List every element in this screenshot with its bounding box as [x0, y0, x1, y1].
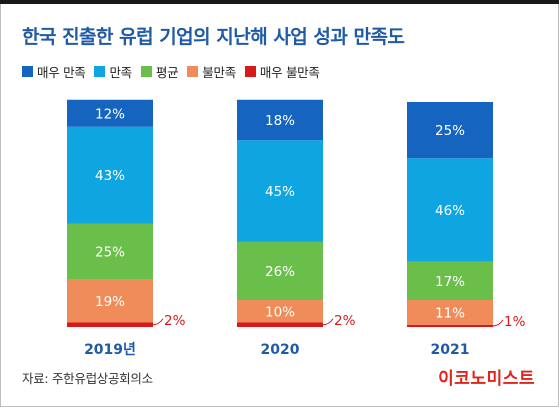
- legend-swatch: [187, 65, 199, 77]
- bar-segment: [407, 324, 493, 327]
- legend-swatch: [244, 65, 256, 77]
- data-label: 2%: [334, 313, 356, 329]
- bar-segment: [237, 99, 323, 141]
- category-label: 2020: [261, 342, 300, 358]
- callout-line: [492, 319, 504, 327]
- data-label: 12%: [95, 106, 125, 122]
- data-label: 19%: [95, 294, 125, 310]
- legend-label: 매우 만족: [37, 64, 86, 80]
- data-label: 25%: [435, 123, 465, 139]
- legend-label: 매우 불만족: [259, 64, 320, 80]
- brand-logo: 이코노미스트: [438, 369, 535, 389]
- bar-segment: [407, 102, 493, 159]
- category-label: 2021: [431, 342, 470, 358]
- callout-line: [152, 318, 164, 326]
- bar-segment: [67, 126, 153, 224]
- bar-segment: [237, 241, 323, 300]
- bar-segment: [237, 300, 323, 323]
- bar-segment: [67, 279, 153, 323]
- data-label: 26%: [265, 264, 295, 280]
- bar-segment: [407, 300, 493, 325]
- legend-item: 매우 만족: [22, 62, 86, 81]
- bar-segment: [67, 99, 153, 127]
- data-label: 11%: [435, 305, 465, 321]
- source-note: 자료: 주한유럽상공회의소: [22, 371, 153, 386]
- data-label: 1%: [504, 314, 526, 330]
- legend-item: 매우 불만족: [244, 62, 320, 81]
- bar-segment: [407, 158, 493, 262]
- legend-label: 평균: [155, 64, 179, 80]
- legend-label: 불만족: [202, 64, 236, 80]
- data-label: 45%: [265, 184, 295, 200]
- data-label: 18%: [265, 113, 295, 129]
- bar-segment: [67, 223, 153, 280]
- data-label: 46%: [435, 203, 465, 219]
- bar-segment: [237, 140, 323, 242]
- legend-swatch: [22, 65, 33, 77]
- top-rule: [0, 0, 559, 4]
- data-label: 2%: [164, 313, 186, 329]
- data-label: 17%: [435, 274, 465, 290]
- legend-label: 만족: [109, 64, 132, 80]
- data-label: 43%: [95, 168, 125, 184]
- legend-swatch: [140, 65, 152, 77]
- legend-item: 만족: [94, 62, 132, 81]
- legend-swatch: [94, 65, 106, 77]
- bar-segment: [407, 261, 493, 300]
- callout-line: [322, 318, 334, 326]
- legend-item: 불만족: [187, 62, 236, 81]
- data-label: 10%: [265, 304, 295, 320]
- data-label: 25%: [95, 245, 125, 261]
- legend: 매우 만족 만족 평균 불만족 매우 불만족: [22, 62, 329, 80]
- category-label: 2019년: [84, 342, 136, 358]
- bar-segment: [237, 322, 323, 327]
- bar-segment: [67, 322, 153, 327]
- legend-item: 평균: [140, 62, 179, 81]
- chart-title: 한국 진출한 유럽 기업의 지난해 사업 성과 만족도: [22, 26, 405, 48]
